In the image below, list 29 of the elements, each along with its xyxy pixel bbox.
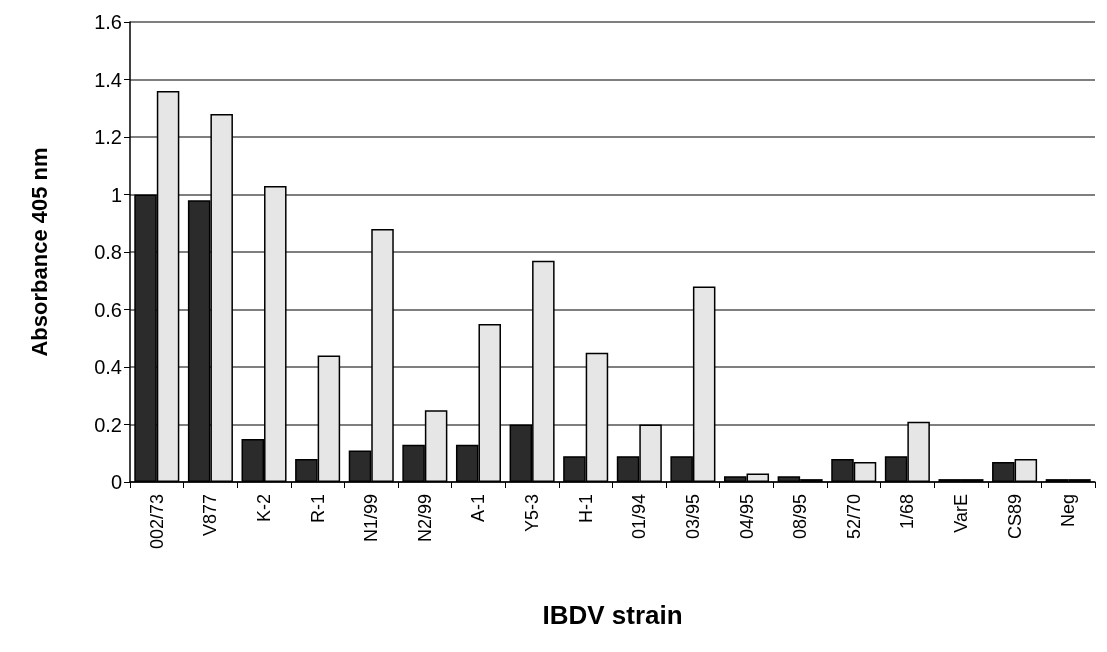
x-tick-label: Y5-3 [522,494,543,533]
x-tick-label: 1/68 [897,494,918,530]
x-tick-label: N2/99 [414,494,435,543]
x-tick-label: Neg [1058,494,1079,528]
x-tick-label: N1/99 [361,494,382,543]
x-tick-label: 03/95 [682,494,703,540]
x-tick-label: R-1 [307,494,328,524]
y-tick-label: 0 [110,471,122,493]
x-tick-label: A-1 [468,494,489,523]
x-tick-label: V877 [200,494,221,537]
x-tick-label: 01/94 [629,494,650,540]
y-axis-title: Absorbance 405 nm [26,147,52,357]
x-tick-label: H-1 [575,494,596,524]
y-tick-label: 0.2 [94,413,122,436]
y-tick-label: 0.6 [94,298,122,321]
x-tick-label: VarE [950,494,971,533]
x-tick-label: 08/95 [790,494,811,540]
x-tick-label: 52/70 [843,494,864,540]
x-tick-label: 002/73 [146,494,167,550]
y-tick-label: 1 [110,183,122,206]
y-tick-label: 1.2 [94,126,122,148]
x-tick-label: K-2 [254,494,275,523]
y-tick-label: 1.6 [94,11,122,33]
x-tick-label: 04/95 [736,494,757,540]
x-tick-label: CS89 [1004,494,1025,540]
y-tick-label: 0.8 [94,241,122,263]
y-tick-label: 0.4 [94,356,122,378]
x-axis-title: IBDV strain [542,600,683,630]
y-tick-label: 1.4 [94,68,122,91]
